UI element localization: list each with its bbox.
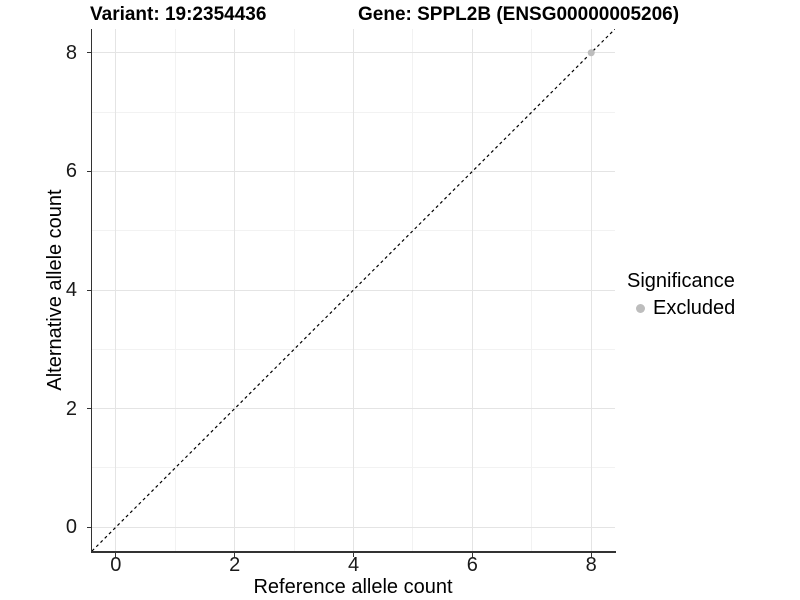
x-tick-label: 6: [466, 554, 478, 576]
x-tick-label: 8: [585, 554, 597, 576]
x-tick-mark: [471, 552, 473, 557]
y-tick-label: 2: [65, 397, 77, 420]
x-tick-mark: [234, 552, 236, 557]
x-tick-label: 2: [229, 554, 241, 576]
y-tick-mark: [86, 408, 92, 410]
gridline-y-major: [92, 408, 615, 410]
gridline-y-major: [92, 526, 615, 528]
y-tick-mark: [86, 52, 92, 54]
x-axis-line: [90, 551, 616, 553]
excluded-point-icon: [635, 304, 645, 313]
x-tick-mark: [115, 552, 117, 557]
variant-title: Variant: 19:2354436: [90, 4, 267, 25]
x-tick-label: 4: [347, 554, 360, 576]
legend-item-excluded: Excluded: [627, 297, 735, 320]
x-tick-label: 0: [110, 554, 122, 576]
plot-panel: [92, 29, 615, 551]
gene-title: Gene: SPPL2B (ENSG00000005206): [358, 4, 680, 25]
data-point: [587, 49, 595, 57]
gridline-y-major: [92, 52, 615, 54]
legend-title: Significance: [627, 270, 735, 292]
gridline-y-major: [92, 170, 615, 172]
legend-key: [627, 304, 653, 313]
plot-canvas: [92, 29, 615, 551]
y-tick-label: 8: [65, 41, 77, 64]
y-tick-mark: [86, 526, 92, 528]
y-tick-label: 0: [65, 516, 77, 539]
x-tick-mark: [590, 552, 592, 557]
y-axis-line: [90, 29, 92, 553]
legend-item-label: Excluded: [653, 297, 736, 319]
x-axis-title: Reference allele count: [253, 576, 453, 598]
y-tick-label: 4: [65, 279, 77, 301]
y-tick-mark: [86, 289, 92, 291]
gridline-y-major: [92, 289, 615, 291]
legend: Significance Excluded: [627, 270, 735, 320]
x-tick-mark: [353, 552, 354, 557]
identity-line: [92, 29, 615, 551]
y-tick-mark: [86, 170, 92, 172]
y-tick-label: 6: [65, 160, 77, 183]
